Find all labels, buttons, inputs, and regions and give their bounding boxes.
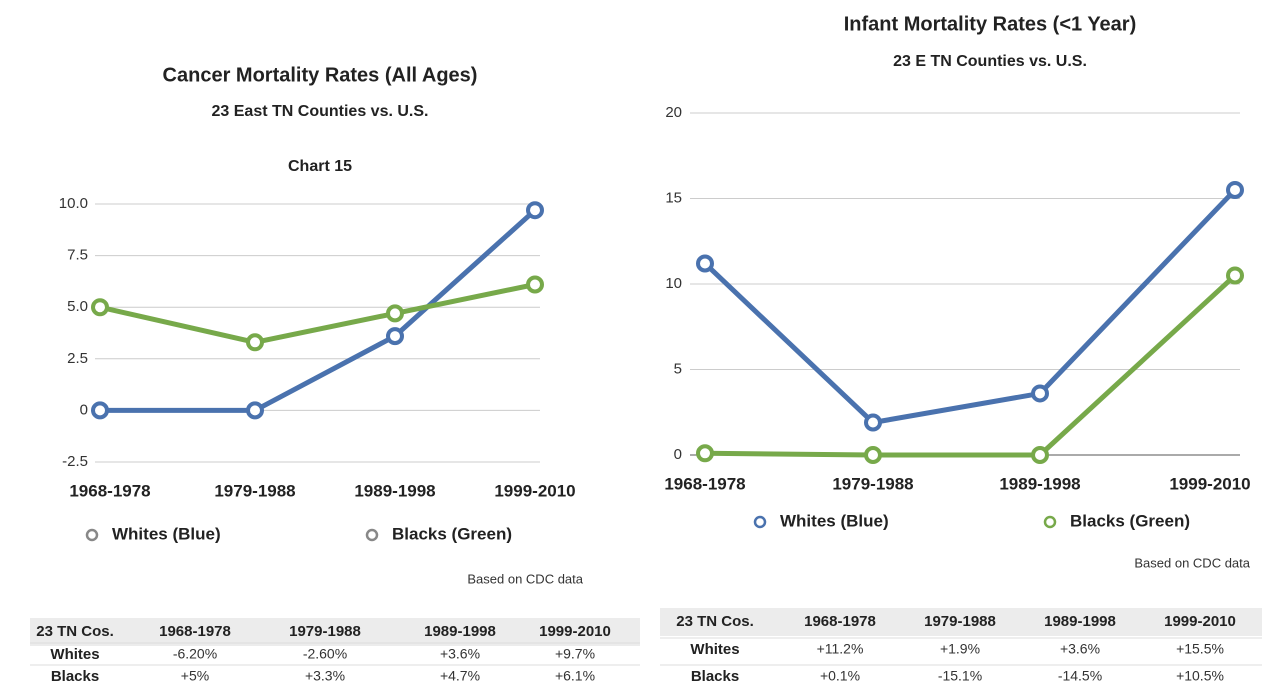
table-header-bg <box>30 618 640 646</box>
table-cell: +11.2% <box>817 641 864 657</box>
series-line <box>100 208 537 413</box>
point-marker <box>386 304 404 323</box>
table-header-cell: 1989-1998 <box>1044 613 1116 630</box>
table-cell: Blacks <box>51 668 99 685</box>
chart-subtitle: 23 E TN Counties vs. U.S. <box>893 53 1087 70</box>
y-tick-label: 7.5 <box>67 247 88 264</box>
table-header-cell: 1989-1998 <box>424 623 496 640</box>
x-tick-label: 1968-1978 <box>664 474 745 493</box>
note: Based on CDC data <box>1134 555 1250 570</box>
table-header-cell: 1968-1978 <box>159 623 231 640</box>
table-cell: +9.7% <box>555 646 595 662</box>
legend-marker <box>753 515 767 529</box>
table-cell: Blacks <box>691 668 739 685</box>
x-tick-label: 1968-1978 <box>69 481 150 500</box>
table-cell: +5% <box>181 668 209 684</box>
x-tick-label: 1989-1998 <box>999 474 1080 493</box>
point-marker <box>91 298 109 317</box>
y-tick-label: 2.5 <box>67 350 88 367</box>
table-cell: -15.1% <box>938 668 982 684</box>
legend-label: Whites (Blue) <box>112 524 221 543</box>
table-cell: +10.5% <box>1176 668 1224 684</box>
table-cell: +4.7% <box>440 668 480 684</box>
point-marker <box>1031 446 1049 464</box>
point-marker <box>1226 266 1244 285</box>
annotation: Chart 15 <box>288 158 352 175</box>
table-cell: +3.3% <box>305 668 345 684</box>
y-tick-label: 5.0 <box>67 298 88 315</box>
table-cell: -14.5% <box>1058 668 1102 684</box>
table-cell: -6.20% <box>173 646 217 662</box>
y-tick-label: 10 <box>665 275 682 292</box>
chart-title: Cancer Mortality Rates (All Ages) <box>163 64 478 86</box>
table-cell: Whites <box>50 646 99 663</box>
legend-label: Blacks (Green) <box>392 524 512 543</box>
table-header-cell: 1979-1988 <box>289 623 361 640</box>
point-marker <box>386 327 404 346</box>
x-tick-label: 1999-2010 <box>494 481 575 500</box>
series-line <box>704 273 1237 458</box>
x-tick-label: 1979-1988 <box>832 474 913 493</box>
table-header-cell: 1999-2010 <box>1164 613 1236 630</box>
legend-label: Whites (Blue) <box>780 511 889 530</box>
point-marker <box>526 201 544 220</box>
point-marker <box>696 444 714 463</box>
y-tick-label: 5 <box>674 360 682 377</box>
chart-title: Infant Mortality Rates (<1 Year) <box>844 13 1137 35</box>
point-marker <box>864 446 882 464</box>
point-marker <box>696 254 714 273</box>
y-tick-label: 10.0 <box>59 195 88 212</box>
table-cell: Whites <box>690 641 739 658</box>
table-cell: +3.6% <box>1060 641 1100 657</box>
table-cell: +3.6% <box>440 646 480 662</box>
legend-marker <box>1043 515 1057 529</box>
point-marker <box>526 275 544 294</box>
point-marker <box>864 413 882 432</box>
legend-label: Blacks (Green) <box>1070 511 1190 530</box>
y-tick-label: 0 <box>80 401 88 418</box>
point-marker <box>1226 180 1244 199</box>
x-tick-label: 1989-1998 <box>354 481 435 500</box>
table-cell: +6.1% <box>555 668 595 684</box>
x-tick-label: 1979-1988 <box>214 481 295 500</box>
table-header-cell: 1999-2010 <box>539 623 611 640</box>
legend-marker <box>365 528 379 542</box>
y-tick-label: -2.5 <box>62 453 88 470</box>
table-header-cell: 23 TN Cos. <box>676 613 754 630</box>
table-cell: -2.60% <box>303 646 347 662</box>
table-cell: +15.5% <box>1176 641 1224 657</box>
y-tick-label: 15 <box>665 189 682 206</box>
table-cell: +0.1% <box>820 668 860 684</box>
note: Based on CDC data <box>467 571 583 586</box>
point-marker <box>246 333 264 352</box>
table-cell: +1.9% <box>940 641 980 657</box>
table-header-cell: 1968-1978 <box>804 613 876 630</box>
series-line <box>703 188 1237 426</box>
point-marker <box>246 401 264 420</box>
table-header-bg <box>660 608 1262 636</box>
table-header-cell: 1979-1988 <box>924 613 996 630</box>
y-tick-label: 20 <box>665 104 682 121</box>
x-tick-label: 1999-2010 <box>1169 474 1250 493</box>
chart-subtitle: 23 East TN Counties vs. U.S. <box>212 103 429 120</box>
table-header-cell: 23 TN Cos. <box>36 623 114 640</box>
legend-marker <box>85 528 99 542</box>
series-line <box>99 282 536 345</box>
point-marker <box>1031 384 1049 403</box>
y-tick-label: 0 <box>674 446 682 463</box>
point-marker <box>91 401 109 420</box>
